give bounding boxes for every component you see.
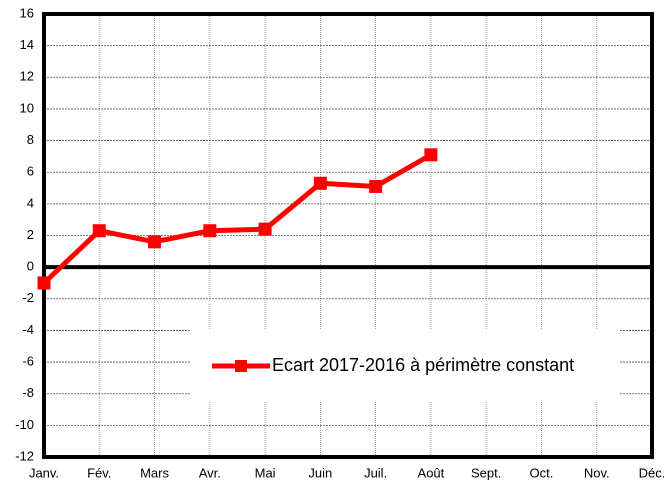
x-tick-label: Mai (255, 465, 276, 480)
x-tick-label: Mars (140, 465, 169, 480)
point-marker (148, 235, 162, 249)
y-tick-label: -10 (15, 417, 34, 432)
y-tick-label: 2 (27, 227, 34, 242)
x-tick-label: Juil. (364, 465, 387, 480)
point-marker (424, 148, 438, 162)
y-tick-label: 10 (20, 100, 34, 115)
legend-marker (235, 360, 247, 372)
x-tick-label: Nov. (584, 465, 610, 480)
legend-label: Ecart 2017-2016 à périmètre constant (272, 355, 574, 375)
x-tick-label: Janv. (29, 465, 59, 480)
y-tick-label: -2 (22, 290, 34, 305)
y-tick-label: 8 (27, 132, 34, 147)
y-tick-label: 16 (20, 5, 34, 20)
point-marker (313, 176, 327, 190)
point-marker (92, 224, 106, 238)
point-marker (258, 222, 272, 236)
x-tick-label: Déc. (639, 465, 664, 480)
series-line (42, 152, 433, 285)
y-tick-label: 0 (27, 259, 34, 274)
plot-border (42, 12, 654, 459)
y-tick-label: 14 (20, 37, 34, 52)
x-tick-label: Août (418, 465, 445, 480)
y-tick-label: -12 (15, 448, 34, 463)
x-tick-label: Juin (308, 465, 332, 480)
y-tick-label: 12 (20, 69, 34, 84)
x-tick-label: Fév. (87, 465, 111, 480)
y-tick-label: 6 (27, 164, 34, 179)
x-tick-label: Oct. (530, 465, 554, 480)
x-tick-label: Sept. (471, 465, 501, 480)
x-tick-label: Avr. (199, 465, 221, 480)
y-tick-label: -8 (22, 385, 34, 400)
point-marker (203, 224, 217, 238)
point-marker (37, 276, 51, 290)
y-tick-label: -4 (22, 322, 34, 337)
y-tick-label: -6 (22, 354, 34, 369)
point-marker (369, 179, 383, 193)
y-tick-label: 4 (27, 195, 34, 210)
